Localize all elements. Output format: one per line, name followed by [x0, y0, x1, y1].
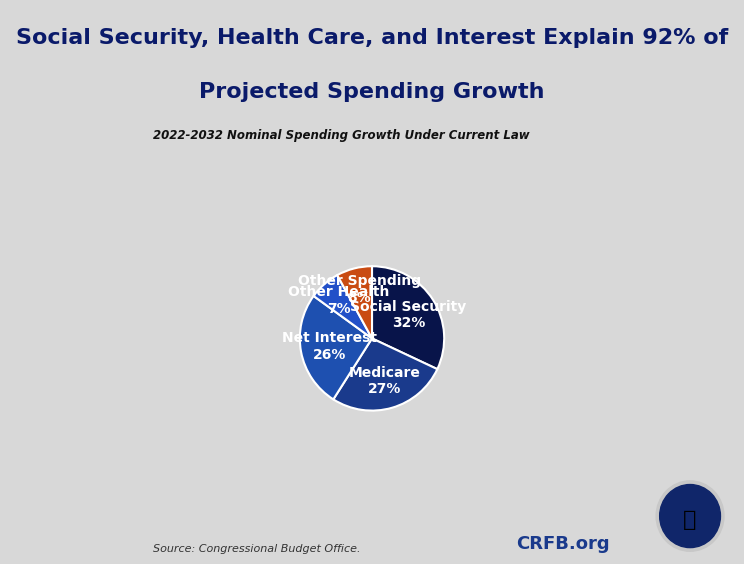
Text: Projected Spending Growth: Projected Spending Growth — [199, 82, 545, 103]
Circle shape — [660, 484, 720, 548]
Wedge shape — [372, 266, 444, 369]
Text: Medicare
27%: Medicare 27% — [348, 366, 420, 396]
Text: Net Interest
26%: Net Interest 26% — [282, 332, 377, 362]
Text: CRFB.org: CRFB.org — [516, 535, 610, 553]
Wedge shape — [333, 338, 437, 411]
Text: Social Security
32%: Social Security 32% — [350, 300, 466, 331]
Wedge shape — [337, 266, 372, 338]
Text: 2022-2032 Nominal Spending Growth Under Current Law: 2022-2032 Nominal Spending Growth Under … — [153, 129, 530, 142]
Text: 🏛: 🏛 — [684, 510, 696, 530]
Text: Other Spending
8%: Other Spending 8% — [298, 274, 421, 305]
Wedge shape — [313, 275, 372, 338]
Wedge shape — [300, 296, 372, 399]
Text: Other Health
7%: Other Health 7% — [288, 285, 389, 316]
Text: Source: Congressional Budget Office.: Source: Congressional Budget Office. — [153, 544, 361, 554]
Text: Social Security, Health Care, and Interest Explain 92% of: Social Security, Health Care, and Intere… — [16, 28, 728, 48]
Circle shape — [656, 481, 724, 551]
